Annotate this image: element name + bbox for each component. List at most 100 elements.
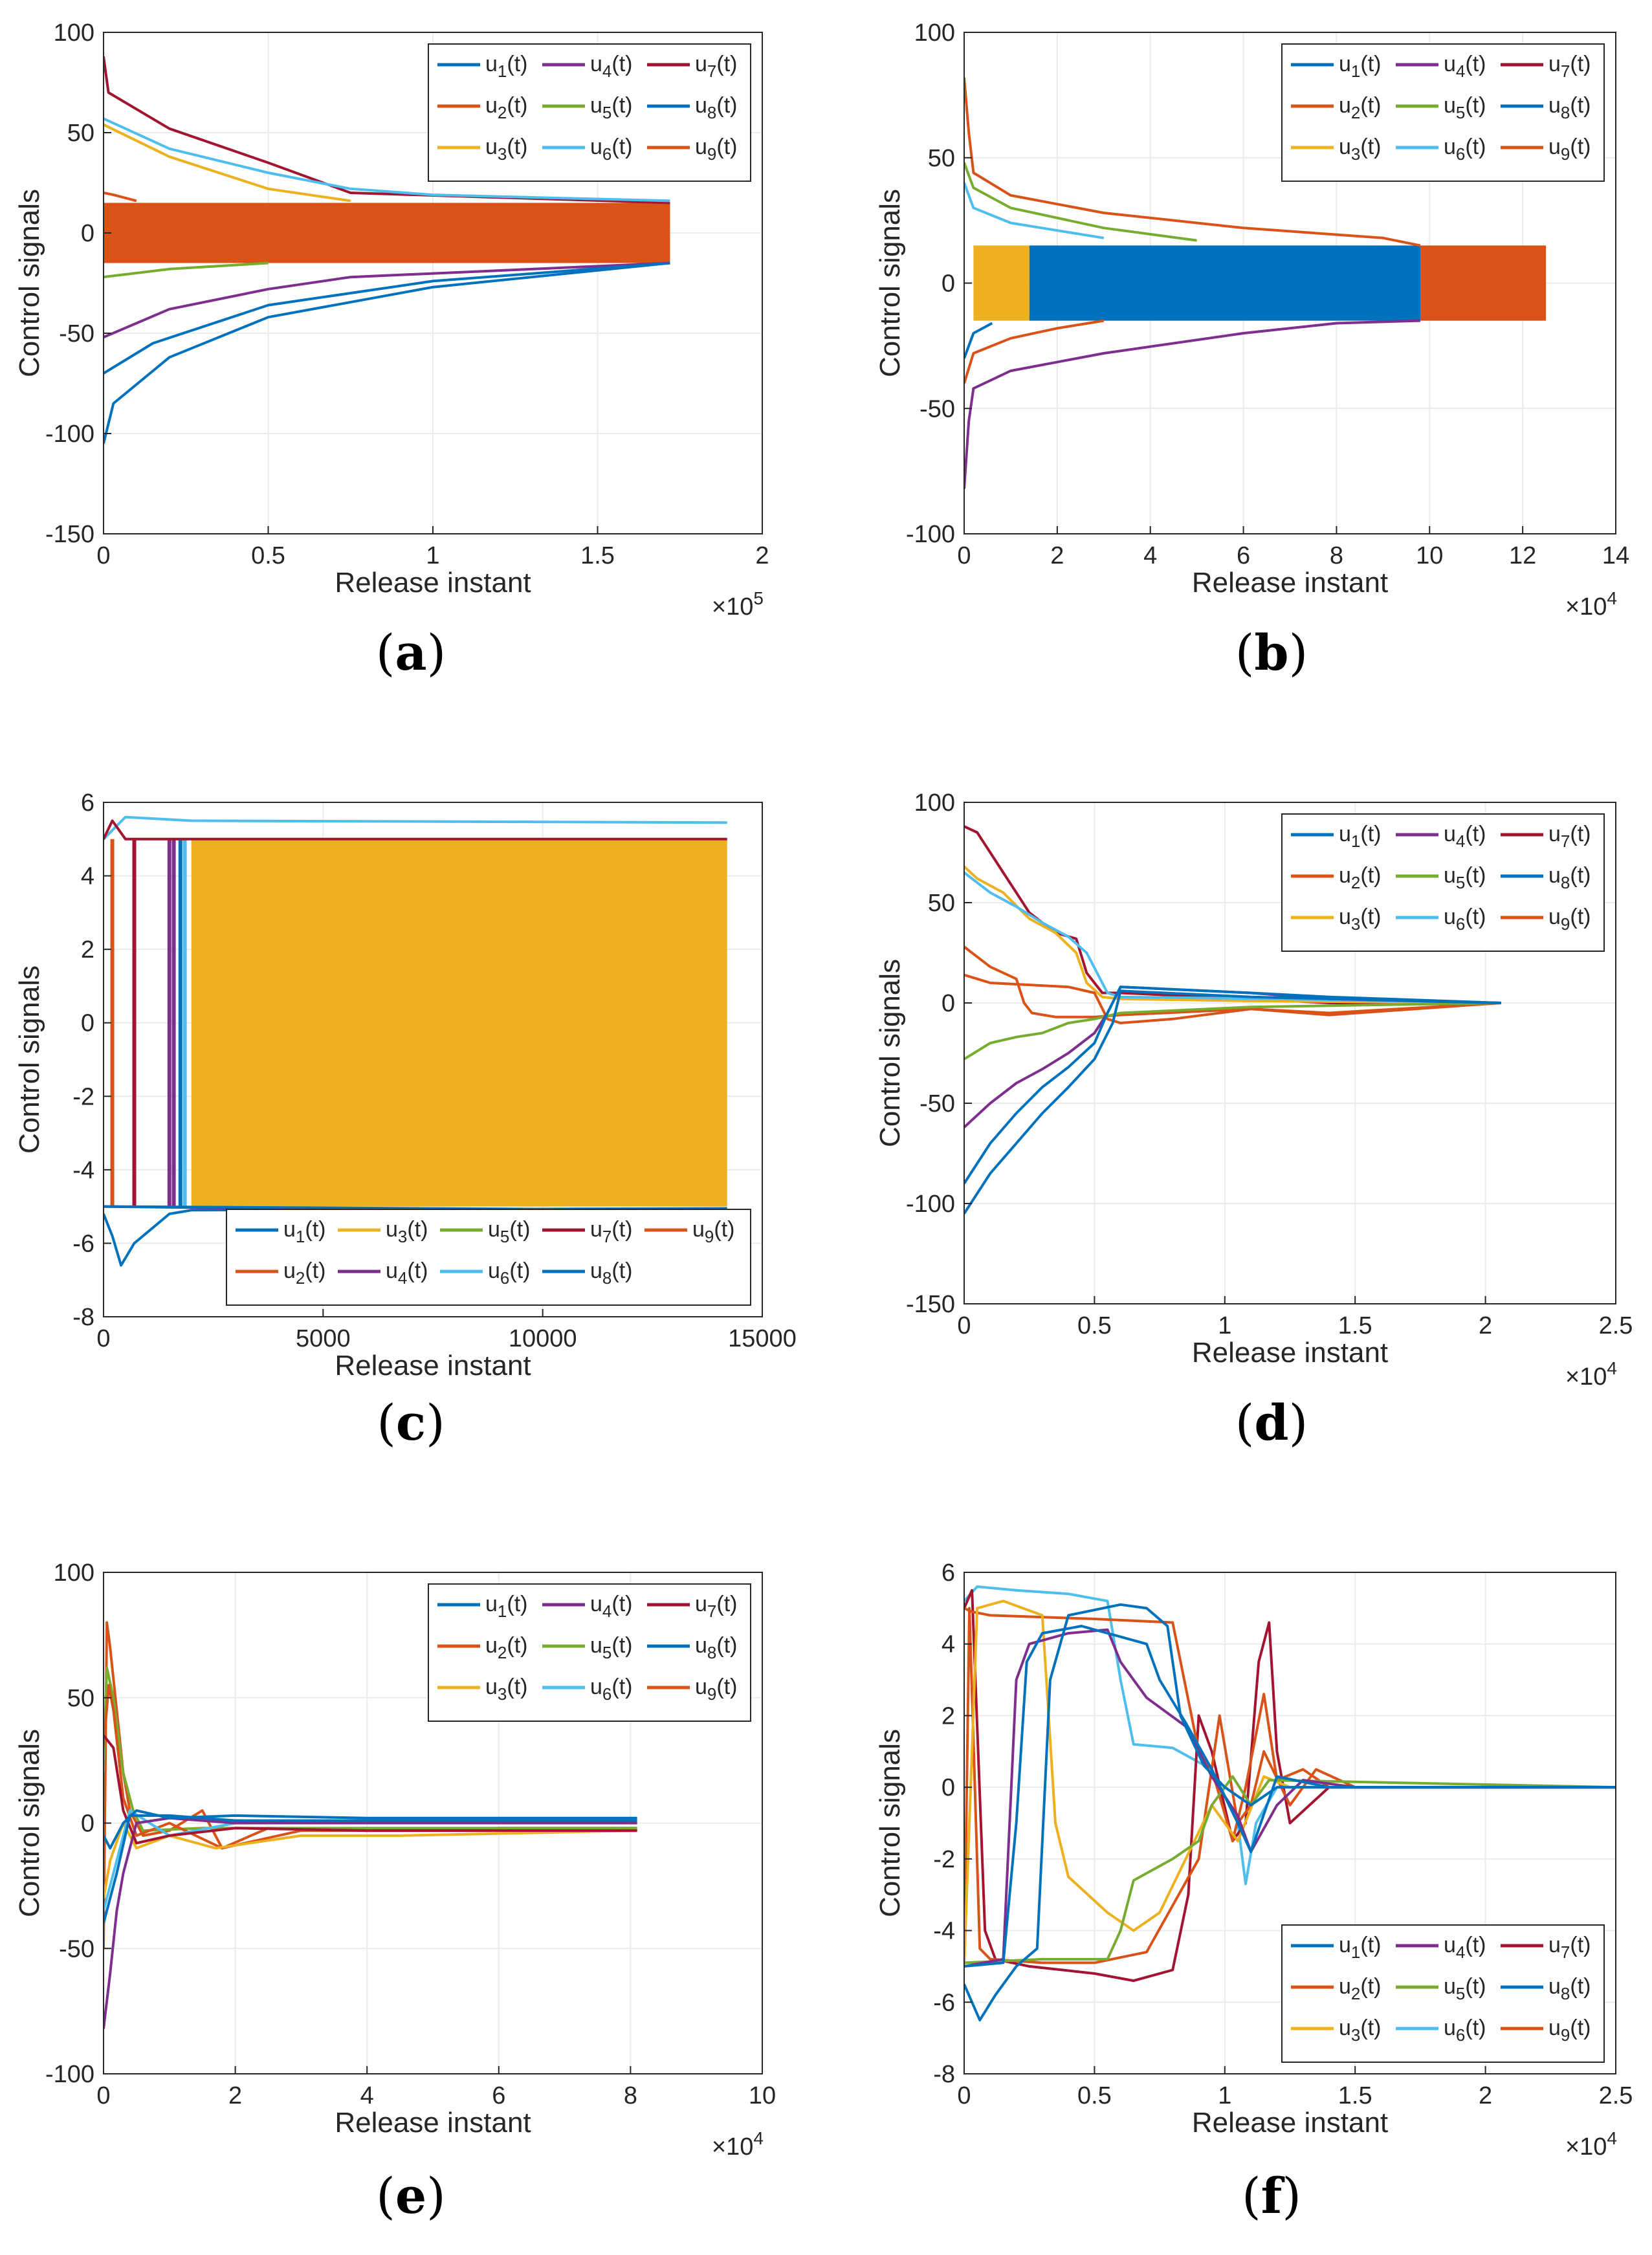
x-tick-label: 0.5: [1077, 1312, 1112, 1339]
legend-entry-u3: u3(t): [1339, 135, 1381, 164]
legend: u1(t) u2(t) u3(t) u4(t) u5(t) u6(t) u7(t) u8(t)…: [226, 1209, 751, 1306]
x-tick-label: 2: [1479, 2082, 1492, 2109]
panel-caption: (a): [376, 624, 446, 681]
y-tick-label: -150: [45, 521, 94, 548]
y-tick-label: -100: [906, 521, 955, 548]
chart-panel-b: 0 2 4 6 8 10 12 14 -100 -50 0 50 100 ×104 Release inst…: [874, 19, 1629, 681]
legend-entry-u7: u7(t): [1548, 1933, 1591, 1962]
legend-entry-u9: u9(t): [1548, 135, 1591, 164]
legend-entry-u6: u6(t): [1444, 905, 1486, 934]
x-exponent-label: ×104: [1565, 588, 1617, 621]
legend-entry-u4: u4(t): [386, 1259, 428, 1288]
series-line-u4: [964, 319, 1420, 489]
series-line-u1: [104, 1207, 727, 1267]
legend: u1(t) u2(t) u3(t) u4(t) u5(t) u6(t) u7(t) u8(t)…: [1281, 813, 1605, 952]
series-line-u4: [964, 1628, 1616, 1968]
y-tick-label: -50: [59, 320, 94, 347]
legend-entry-u9: u9(t): [692, 1217, 734, 1246]
x-axis-label: Release instant: [1192, 2107, 1388, 2139]
legend-entry-u7: u7(t): [695, 1592, 737, 1621]
data-layer: [964, 77, 1547, 489]
legend-entry-u8: u8(t): [1548, 93, 1591, 122]
legend-entry-u3: u3(t): [485, 135, 527, 164]
legend-entry-u4: u4(t): [590, 1592, 632, 1621]
y-tick-label: 0: [81, 220, 94, 247]
y-tick-label: 2: [942, 1702, 955, 1730]
chart-panel-d: 0 0.5 1 1.5 2 2.5 -150 -100 -50 0 50 100 ×104 Release…: [874, 789, 1633, 1451]
x-tick-label: 1.5: [1338, 1312, 1372, 1339]
panel-caption: (f): [1242, 2167, 1301, 2225]
y-tick-label: 0: [942, 270, 955, 298]
x-axis-label: Release instant: [1192, 1337, 1388, 1369]
series-line-u8: [964, 1625, 1616, 1968]
y-tick-label: -6: [72, 1230, 94, 1257]
series-line-u7: [104, 1734, 637, 1845]
legend-entry-u6: u6(t): [488, 1259, 530, 1288]
legend-entry-u6: u6(t): [1444, 2016, 1486, 2045]
legend-entry-u8: u8(t): [695, 93, 737, 122]
legend-entry-u5: u5(t): [590, 93, 632, 122]
y-tick-label: 0: [81, 1010, 94, 1037]
legend-entry-u1: u1(t): [283, 1217, 325, 1246]
y-tick-label: -8: [933, 2061, 955, 2088]
legend-entry-u2: u2(t): [485, 1633, 527, 1662]
legend-entry-u6: u6(t): [590, 1675, 632, 1704]
legend-entry-u2: u2(t): [1339, 93, 1381, 122]
y-tick-label: 100: [54, 1559, 94, 1587]
x-exponent-label: ×104: [1565, 1358, 1617, 1391]
x-tick-label: 8: [1330, 542, 1343, 569]
series-line-u2: [964, 1607, 1616, 1843]
y-tick-label: 100: [914, 19, 955, 47]
y-tick-label: -8: [72, 1304, 94, 1331]
series-line-u5: [964, 1775, 1616, 1964]
chart-panel-c: 0 5000 10000 15000 -8 -6 -4 -2 0 2 4 6 Release insta…: [14, 789, 797, 1451]
legend-entry-u5: u5(t): [1444, 93, 1486, 122]
chart-panel-f: 0 0.5 1 1.5 2 2.5 -8 -6 -4 -2 0 2 4 6 ×104 Release inst…: [874, 1559, 1633, 2225]
legend-entry-u2: u2(t): [1339, 1974, 1381, 2003]
legend-entry-u4: u4(t): [1444, 52, 1486, 81]
series-line-u6: [104, 815, 727, 841]
x-tick-label: 12: [1509, 542, 1536, 569]
band-u8: [1029, 245, 1420, 321]
legend: u1(t) u2(t) u3(t) u4(t) u5(t) u6(t) u7(t) u8(t)…: [428, 43, 751, 182]
series-line-u9: [104, 1684, 637, 1850]
x-tick-label: 2.5: [1599, 2082, 1633, 2109]
series-line-u1: [104, 261, 670, 444]
series-line-u1: [964, 322, 993, 359]
y-tick-label: -100: [45, 2061, 94, 2088]
x-tick-label: 1.5: [1338, 2082, 1372, 2109]
y-tick-label: 50: [928, 890, 955, 917]
band-u9: [104, 203, 670, 263]
y-tick-label: 2: [81, 936, 94, 963]
legend-entry-u1: u1(t): [485, 52, 527, 81]
legend-entry-u3: u3(t): [1339, 2016, 1381, 2045]
x-tick-label: 1.5: [580, 542, 615, 569]
legend-box: [428, 43, 751, 182]
legend: u1(t) u2(t) u3(t) u4(t) u5(t) u6(t) u7(t) u8(t)…: [428, 1583, 751, 1722]
x-tick-label: 0: [96, 2082, 110, 2109]
x-tick-label: 2: [1479, 1312, 1492, 1339]
legend-entry-u6: u6(t): [1444, 135, 1486, 164]
y-tick-label: -2: [72, 1083, 94, 1110]
y-tick-label: -50: [920, 395, 955, 423]
panel-caption: (e): [376, 2167, 446, 2225]
series-line-u8: [964, 985, 1501, 1185]
y-tick-label: 6: [942, 1559, 955, 1587]
y-axis-label: Control signals: [874, 1729, 906, 1917]
legend-entry-u1: u1(t): [1339, 52, 1381, 81]
series-line-u6: [964, 871, 1501, 1004]
x-tick-label: 0.5: [1077, 2082, 1112, 2109]
data-layer: [964, 1585, 1616, 2021]
y-tick-label: 0: [81, 1810, 94, 1838]
x-tick-label: 10000: [509, 1325, 577, 1352]
legend-entry-u2: u2(t): [485, 93, 527, 122]
band-u9: [1420, 245, 1547, 321]
legend-entry-u7: u7(t): [695, 52, 737, 81]
y-tick-label: -6: [933, 1989, 955, 2016]
y-tick-label: -4: [72, 1157, 94, 1184]
legend-box: [1281, 1924, 1605, 2063]
axes-box: [964, 802, 1616, 1304]
series-line-u7: [104, 56, 670, 204]
